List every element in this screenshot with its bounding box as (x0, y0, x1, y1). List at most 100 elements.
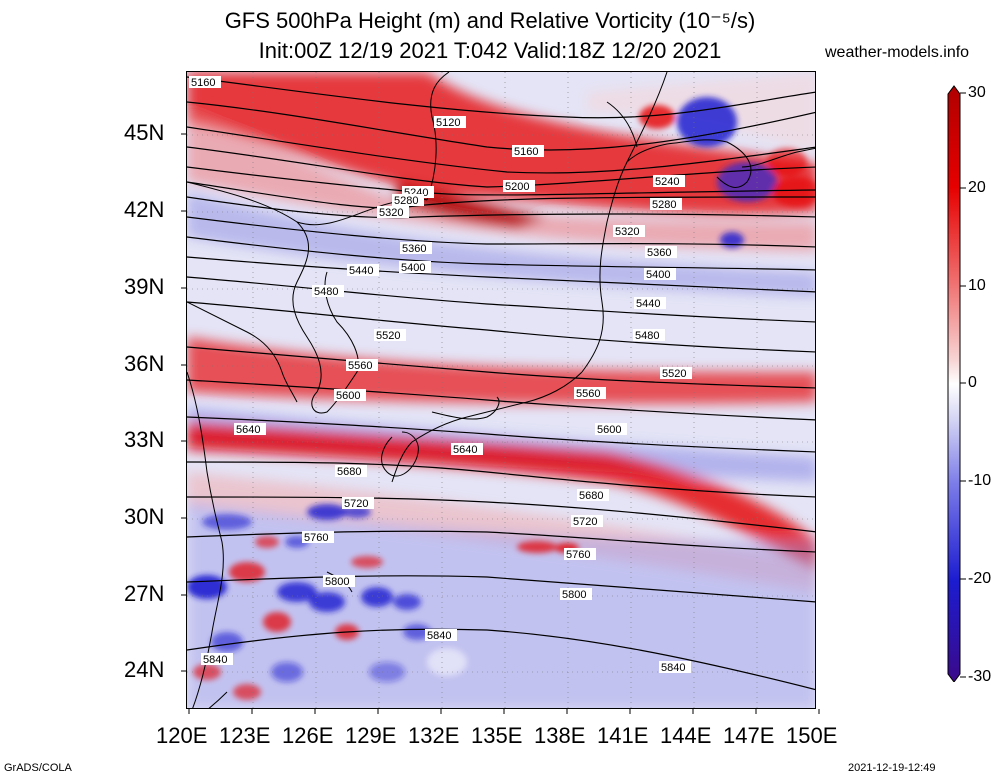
contour-label: 5840 (661, 662, 685, 674)
coastline (626, 139, 752, 188)
lon-tick-label: 150E (786, 723, 838, 748)
vorticity-cell (427, 648, 467, 676)
vorticity-cell (255, 536, 279, 548)
colorbar (947, 85, 961, 682)
colorbar-tick-label: 30 (968, 84, 986, 101)
contour-label-box (335, 465, 367, 477)
lon-tick-label: 147E (723, 723, 775, 748)
contour-label-box (577, 489, 609, 501)
contour-label-box (189, 76, 221, 88)
height-contour (187, 301, 815, 353)
contour-label: 5720 (573, 516, 597, 528)
contour-label: 5720 (344, 498, 368, 510)
contour-label-box (645, 246, 677, 258)
lat-tick-label: 42N (124, 197, 165, 222)
contour-label-box (503, 180, 535, 192)
footer-timestamp: 2021-12-19-12:49 (848, 762, 936, 774)
vorticity-cell (517, 541, 557, 553)
contour-label-box (399, 261, 431, 273)
height-contour (187, 379, 815, 421)
contour-label: 5520 (662, 368, 686, 380)
contour-label-box (347, 264, 379, 276)
contour-label-box (374, 329, 406, 341)
contour-label-box (346, 359, 378, 371)
lon-tick-label: 129E (345, 723, 397, 748)
contour-label-box (334, 389, 366, 401)
map-panel: 5160 5120 5160 5240 5200 5280 5320 5240 5280 5320… (186, 71, 816, 709)
contour-label: 5520 (376, 330, 400, 342)
lat-tick-label: 24N (124, 657, 165, 682)
site-credit: weather-models.info (825, 44, 970, 61)
contour-label: 5200 (505, 181, 529, 193)
colorbar-tick-label: 0 (968, 374, 977, 391)
coastline (391, 371, 583, 483)
contour-label: 5480 (314, 286, 338, 298)
contour-label-box (613, 225, 645, 237)
coastline (426, 72, 450, 201)
contour-label: 5120 (436, 117, 460, 129)
colorbar-ramp (947, 85, 961, 682)
contour-label: 5400 (646, 269, 670, 281)
coastline (581, 72, 668, 373)
lat-tick-label: 30N (124, 504, 165, 529)
contour-label-box (425, 629, 457, 641)
contour-label: 5360 (647, 247, 671, 259)
height-contour (187, 146, 815, 188)
coastline (431, 396, 500, 420)
contour-label-box (201, 653, 233, 665)
height-contour (187, 216, 815, 248)
lat-tick-label: 45N (124, 120, 165, 145)
vorticity-cells (187, 97, 815, 700)
lon-tick-label: 132E (408, 723, 460, 748)
contour-label-box (400, 242, 432, 254)
contour-label: 5760 (566, 549, 590, 561)
contour-label: 5480 (635, 330, 659, 342)
contour-label-box (571, 515, 603, 527)
coastline (741, 147, 815, 168)
height-contour (187, 461, 815, 498)
contour-label-box (342, 497, 374, 509)
contour-label: 5640 (236, 424, 260, 436)
vorticity-cell (720, 232, 744, 248)
colorbar-tick-label: 10 (968, 277, 986, 294)
vorticity-cell (639, 105, 675, 129)
vorticity-cell (211, 632, 243, 652)
height-contour (187, 126, 815, 174)
contour-label: 5280 (394, 195, 418, 207)
height-contour (187, 346, 815, 389)
vorticity-cell (772, 177, 815, 207)
height-contour (187, 496, 815, 533)
lat-tick-label: 39N (124, 274, 165, 299)
vorticity-cell (403, 624, 431, 640)
height-contour (187, 416, 815, 453)
contour-label-box (644, 268, 676, 280)
lon-tick-label: 120E (156, 723, 208, 748)
contour-label-box (312, 285, 344, 297)
contour-label-box (653, 175, 685, 187)
colorbar-tick-label: -30 (968, 668, 992, 685)
coastline (292, 221, 322, 393)
height-contour (187, 530, 815, 553)
coastline (606, 101, 638, 148)
vorticity-cell (767, 148, 807, 176)
vorticity-cell (233, 684, 261, 700)
contour-label: 5160 (514, 146, 538, 158)
contour-label: 5160 (191, 77, 215, 89)
contour-label-box (451, 443, 483, 455)
lon-tick-label: 126E (282, 723, 334, 748)
height-contour (187, 181, 815, 209)
contour-label: 5800 (325, 576, 349, 588)
colorbar-tick-label: 20 (968, 179, 986, 196)
contour-label: 5280 (652, 199, 676, 211)
height-contour (187, 76, 815, 119)
contour-label-box (323, 575, 355, 587)
vorticity-cell (351, 556, 383, 568)
vorticity-cell (263, 612, 291, 632)
contour-label-box (560, 588, 592, 600)
contour-label: 5640 (453, 444, 477, 456)
vorticity-band (187, 422, 815, 571)
height-contour (187, 101, 815, 151)
lat-tick-label: 36N (124, 351, 165, 376)
